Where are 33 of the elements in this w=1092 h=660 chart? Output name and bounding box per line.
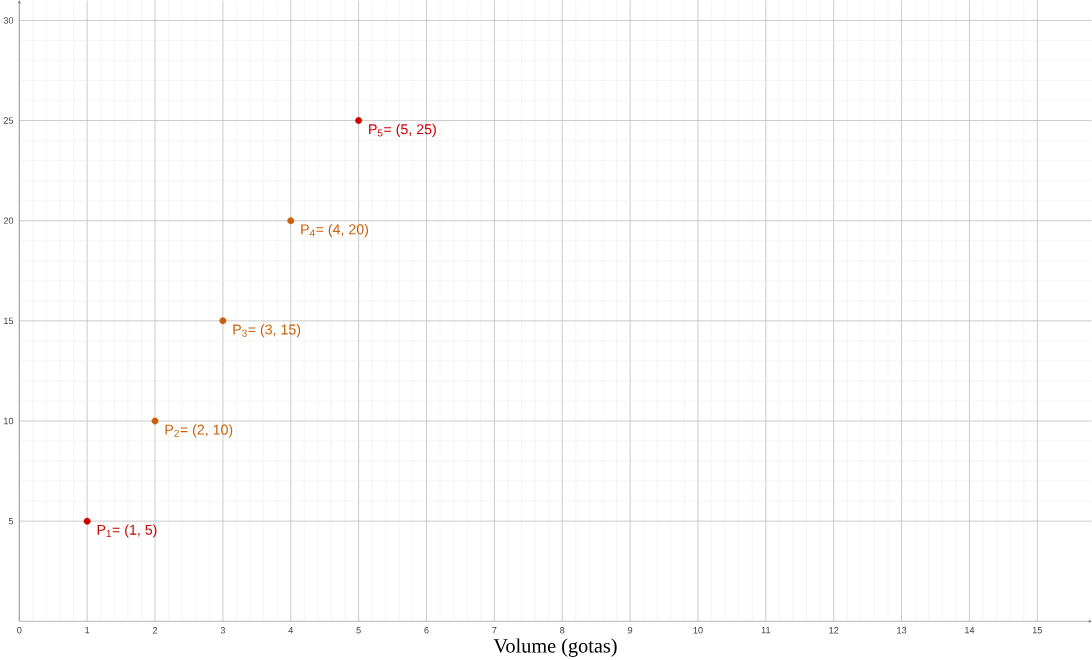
point — [151, 417, 159, 425]
y-tick-label: 15 — [4, 317, 14, 324]
y-tick-label: 10 — [4, 417, 14, 425]
x-tick-label: 5 — [356, 626, 361, 634]
point — [355, 116, 363, 124]
x-tick-label: 4 — [288, 626, 294, 634]
x-tick-label: 9 — [627, 626, 633, 634]
point — [83, 517, 91, 525]
x-tick-label: 10 — [693, 626, 703, 634]
x-tick-label: 0 — [17, 626, 22, 634]
x-tick-label: 11 — [761, 626, 771, 634]
annotation: P$_{5}$= (5, 25) — [369, 123, 436, 137]
x-tick-label: 6 — [424, 626, 429, 634]
point — [287, 217, 295, 225]
point — [219, 317, 227, 325]
y-tick-label: 5 — [8, 517, 14, 525]
x-tick-label: 8 — [560, 626, 565, 634]
x-tick-label: 3 — [220, 626, 226, 634]
y-tick-label: 30 — [3, 17, 14, 24]
x-tick-label: 15 — [1032, 626, 1042, 634]
y-tick-label: 25 — [3, 117, 14, 124]
annotation: P$_{4}$= (4, 20) — [301, 223, 368, 238]
y-tick-label: 20 — [3, 217, 14, 224]
x-tick-label: 7 — [492, 626, 497, 634]
x-tick-label: 2 — [152, 626, 158, 634]
x-axis-title: Volume (gotas) — [493, 638, 617, 657]
x-tick-label: 1 — [85, 626, 90, 634]
annotation: P$_{2}$= (2, 10) — [165, 424, 233, 438]
x-tick-label: 12 — [829, 626, 839, 634]
x-tick-label: 13 — [897, 626, 907, 634]
annotation: P$_{3}$= (3, 15) — [233, 323, 301, 338]
annotation: P$_{1}$= (1, 5) — [97, 524, 157, 538]
x-tick-label: 14 — [965, 626, 975, 634]
